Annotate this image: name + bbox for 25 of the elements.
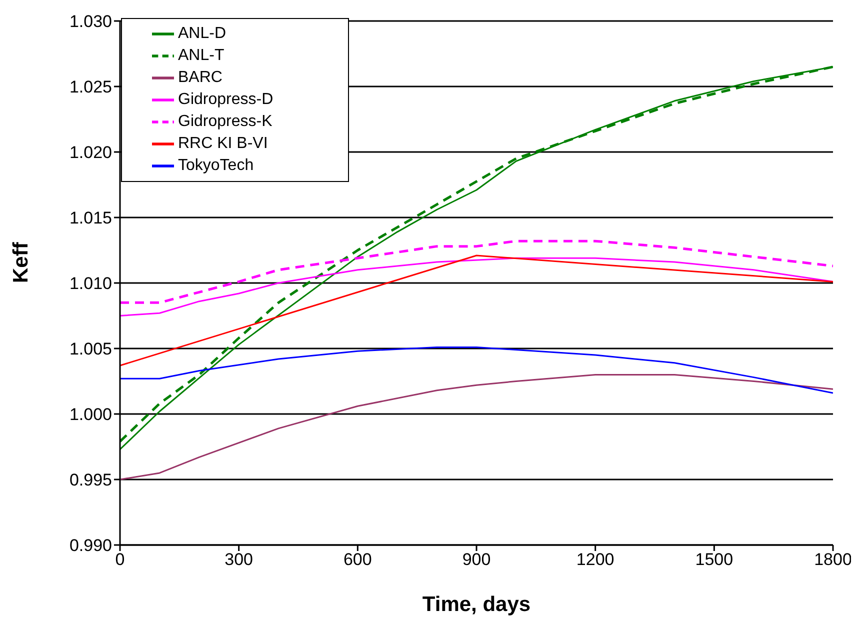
x-tick-label: 1800: [814, 550, 852, 570]
x-tick-label: 600: [343, 550, 372, 570]
y-tick-label: 0.995: [69, 470, 112, 490]
x-tick-label: 1500: [695, 550, 734, 570]
legend-label: ANL-T: [178, 47, 224, 64]
legend-label: BARC: [178, 69, 222, 86]
y-tick-label: 1.030: [69, 12, 112, 32]
legend-label: TokyoTech: [178, 157, 254, 174]
y-tick-label: 1.020: [69, 143, 112, 162]
y-tick-label: 1.005: [69, 340, 112, 359]
x-axis-title: Time, days: [422, 593, 531, 616]
x-tick-label: 300: [224, 550, 254, 570]
y-tick-label: 1.000: [69, 405, 112, 424]
legend-label: Gidropress-K: [178, 113, 272, 130]
y-tick-label: 1.015: [69, 208, 112, 228]
legend-label: RRC KI B-VI: [178, 135, 268, 152]
x-tick-label: 1200: [576, 550, 614, 570]
legend-label: ANL-D: [178, 25, 226, 42]
y-tick-label: 0.990: [69, 536, 112, 556]
x-tick-label: 900: [462, 550, 491, 570]
legend-label: Gidropress-D: [178, 91, 274, 108]
y-tick-label: 1.025: [69, 78, 112, 97]
y-tick-label: 1.010: [69, 274, 112, 294]
y-axis-title: Keff: [9, 241, 32, 283]
x-tick-label: 0: [115, 550, 125, 570]
